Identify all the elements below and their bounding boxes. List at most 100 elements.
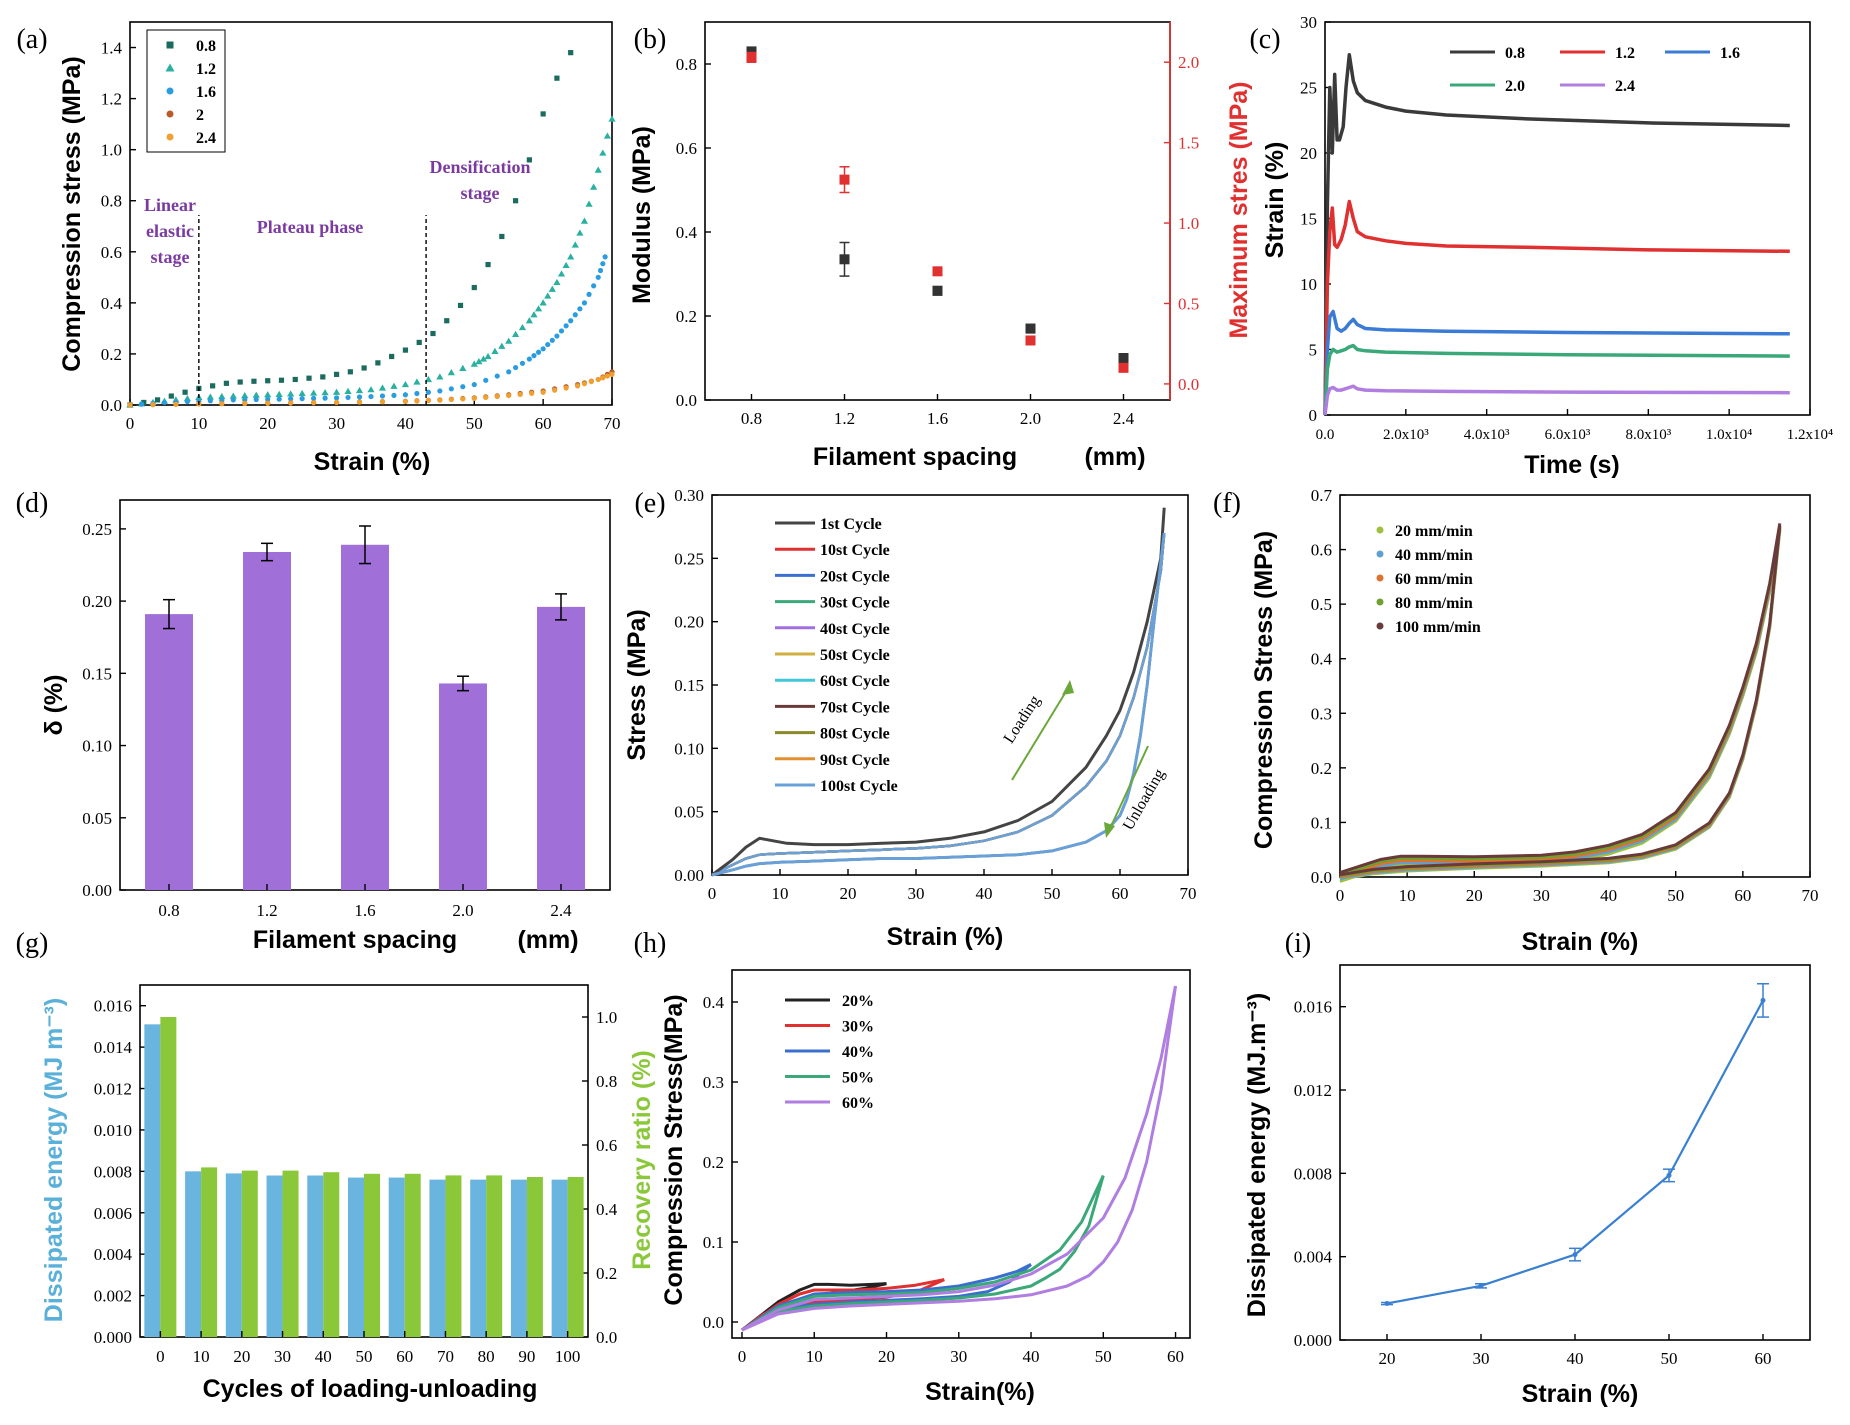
- x-tick-label: 1.6: [927, 409, 948, 428]
- data-point: [839, 254, 850, 265]
- y-tick-label: 0.20: [674, 613, 704, 632]
- data-point: [460, 396, 466, 402]
- y-tick-label: 0.0: [101, 396, 122, 415]
- y-tick-label: 0.05: [674, 803, 704, 822]
- legend-label: 2.4: [196, 130, 216, 147]
- y-tick-label: 0.4: [1311, 650, 1333, 669]
- legend-label: 30st Cycle: [820, 595, 890, 612]
- data-point: [609, 371, 615, 377]
- data-point: [332, 388, 341, 395]
- data-point: [499, 233, 505, 240]
- x-tick-label: 50: [466, 414, 483, 433]
- y-tick-label: 5: [1309, 341, 1318, 360]
- loading-curve: [711, 532, 1166, 877]
- x-tick-label: 10: [190, 414, 207, 433]
- unloading-curve: [1339, 525, 1782, 877]
- x-tick-label: 70: [1180, 884, 1197, 903]
- data-point: [588, 378, 594, 385]
- legend-marker: [165, 63, 175, 72]
- data-point: [586, 291, 592, 297]
- data-point: [437, 388, 443, 394]
- data-point: [402, 347, 409, 353]
- data-point: [448, 386, 454, 392]
- unloading-curve: [711, 532, 1166, 877]
- data-point: [531, 353, 537, 359]
- x-tick-label: 4.0x10³: [1464, 427, 1510, 443]
- x-axis-label: Time (s): [1524, 451, 1619, 479]
- x-tick-label: 1.2: [256, 901, 277, 920]
- bar-recovery-ratio: [486, 1175, 503, 1337]
- panel-label: (f): [1213, 488, 1241, 519]
- legend-label: 1.2: [196, 61, 216, 78]
- data-point: [526, 356, 532, 362]
- y-tick-label: 0.2: [1311, 759, 1332, 778]
- plot-frame: [1339, 494, 1811, 878]
- y-tick-label: 0.5: [1178, 294, 1199, 313]
- data-point: [483, 394, 489, 401]
- legend-label: 1.6: [196, 84, 216, 101]
- data-point: [595, 274, 601, 280]
- y-tick-label: 25: [1300, 79, 1317, 98]
- legend-label: 1.6: [1720, 45, 1740, 62]
- data-point: [306, 375, 312, 381]
- data-point: [355, 386, 364, 394]
- legend-label: 60 mm/min: [1395, 571, 1473, 588]
- bar-recovery-ratio: [404, 1173, 421, 1337]
- bar-dissipated-energy: [307, 1175, 324, 1337]
- data-point: [361, 365, 367, 371]
- data-point: [322, 395, 328, 401]
- data-point: [1118, 362, 1129, 373]
- data-point: [288, 400, 294, 406]
- legend-marker: [1376, 526, 1384, 534]
- data-point: [572, 312, 578, 318]
- x-tick-label: 70: [437, 1347, 454, 1366]
- x-tick-label: 0.0: [1316, 427, 1335, 443]
- data-point: [173, 401, 179, 407]
- y-tick-label: 0.002: [94, 1287, 132, 1306]
- x-tick-label: 2.0: [452, 901, 473, 920]
- unloading-curve: [711, 532, 1166, 877]
- y-tick-label: 1.0: [596, 1008, 617, 1027]
- y-tick-label: 0.000: [1294, 1331, 1332, 1350]
- data-point: [494, 393, 500, 400]
- bar-dissipated-energy: [266, 1175, 283, 1337]
- y-tick-label: 0.0: [596, 1328, 617, 1347]
- data-point: [479, 355, 488, 362]
- data-point: [333, 371, 340, 377]
- x-tick-label: 0: [156, 1347, 165, 1366]
- y-tick-label: 30: [1300, 13, 1317, 32]
- y-tick-label: 0.05: [82, 809, 112, 828]
- data-point: [574, 383, 581, 389]
- annotation-densification: Densification: [430, 157, 531, 177]
- data-point: [590, 183, 598, 190]
- y-tick-label: 0.25: [82, 520, 112, 539]
- data-point: [311, 395, 317, 401]
- data-point: [241, 392, 249, 399]
- x-tick-label: 20: [259, 414, 276, 433]
- data-point: [347, 369, 353, 375]
- x-tick-label: 30: [1533, 886, 1550, 905]
- unloading-arrowhead: [1104, 822, 1115, 838]
- data-point: [425, 389, 431, 395]
- data-point: [557, 270, 566, 277]
- legend-label: 60st Cycle: [820, 673, 890, 690]
- y-tick-label: 0.7: [1311, 486, 1333, 505]
- panel-label: (d): [16, 488, 49, 519]
- data-point: [379, 393, 386, 399]
- loading-arrowhead: [1062, 680, 1074, 695]
- data-point: [599, 149, 607, 156]
- plot-frame: [1339, 964, 1811, 1341]
- x-tick-label: 1.6: [354, 901, 375, 920]
- legend-label: 50%: [842, 1070, 874, 1087]
- y-tick-label: 0.00: [674, 866, 704, 885]
- y-tick-label: 0.4: [101, 294, 123, 313]
- data-point: [206, 393, 214, 400]
- legend: 0.8 1.2 1.6 2 2.4: [146, 29, 226, 153]
- series-line: [1323, 309, 1790, 416]
- y-tick-label: 0.016: [94, 997, 132, 1016]
- y-tick-label: 0.6: [1311, 541, 1332, 560]
- data-point: [485, 261, 491, 268]
- y-tick-label: 0.5: [1311, 595, 1332, 614]
- data-point: [460, 384, 466, 390]
- legend-label: 40st Cycle: [820, 621, 890, 638]
